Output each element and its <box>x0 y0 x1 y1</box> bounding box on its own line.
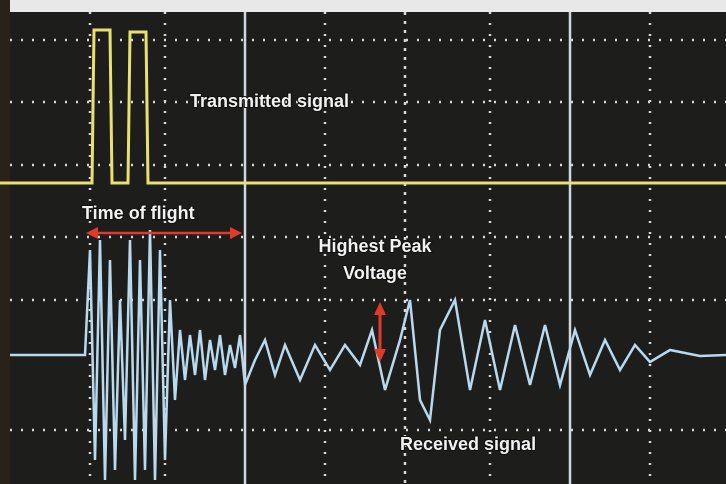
time-of-flight-label: Time of flight <box>82 203 195 223</box>
screen-bezel <box>0 0 726 12</box>
peak-voltage-label: Highest Peak <box>318 236 432 256</box>
oscilloscope-screen: Transmitted signal Time of flight Highes… <box>0 0 726 484</box>
transmitted-signal-label: Transmitted signal <box>190 91 349 111</box>
page: {"labels": {"transmitted_signal": "Trans… <box>0 0 726 484</box>
received-signal-label: Received signal <box>400 434 536 454</box>
peak-voltage-label: Voltage <box>343 263 407 283</box>
screen-edge <box>0 0 10 484</box>
